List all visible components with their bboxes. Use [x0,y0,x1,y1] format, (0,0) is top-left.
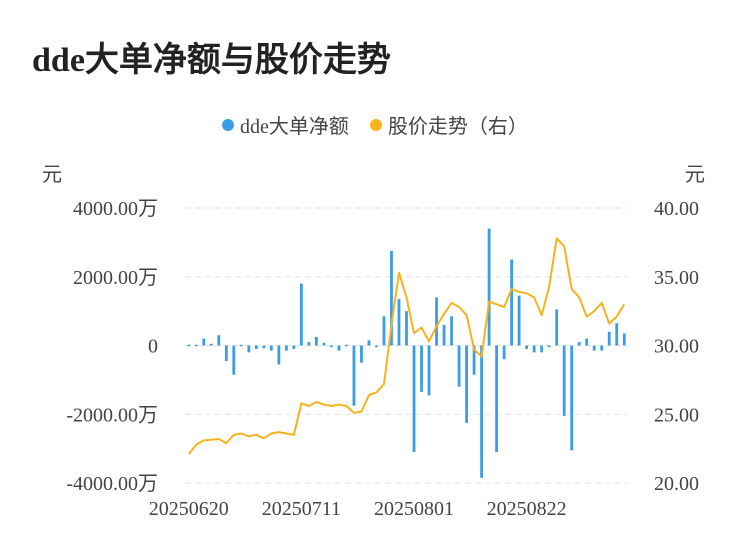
bar [577,342,581,346]
left-tick-label: 0 [148,336,158,358]
price-line [188,237,626,455]
bar [382,316,386,346]
bar [480,345,483,478]
right-tick-label: 20.00 [654,473,699,495]
left-tick-label: -4000.00万 [66,473,158,495]
bar [375,345,378,348]
bar [292,345,296,349]
bar [592,345,596,351]
bar [465,345,468,423]
bar [284,345,288,351]
bar [209,343,213,346]
bar [502,345,506,360]
bar [239,344,243,347]
bar [547,345,551,348]
bar [232,345,236,375]
left-tick-label: 4000.00万 [73,198,158,220]
bar [307,342,311,346]
x-tick-label: 20250711 [262,498,341,520]
bar [314,336,318,346]
right-axis-unit: 元 [685,164,705,186]
bar [607,331,611,346]
bar [420,345,423,392]
bar [450,316,453,346]
right-tick-label: 30.00 [654,336,699,358]
bar [194,344,198,347]
legend-label-price: 股价走势（右） [387,116,528,138]
bar [532,345,536,353]
legend: dde大单净额 股价走势（右） [0,110,750,139]
bar [202,338,206,346]
bar [277,345,281,365]
legend-item-dde[interactable]: dde大单净额 [222,110,349,139]
bar [254,345,258,349]
bar [562,345,566,416]
bar [262,345,266,349]
x-tick-label: 20250801 [374,498,454,520]
bar [322,342,326,346]
x-tick-label: 20250620 [149,498,229,520]
bar [247,345,251,353]
bar [224,345,228,361]
bar [495,345,499,453]
bar [405,311,408,346]
bar [472,345,476,375]
bar [412,345,416,453]
bar [390,250,393,346]
bar [397,299,401,346]
bar [622,333,626,346]
bar [435,297,438,346]
left-tick-label: -2000.00万 [66,404,158,426]
bar [367,340,371,346]
bar [299,283,303,346]
bar [427,345,431,396]
chart-title: dde大单净额与股价走势 [32,42,391,79]
bar [615,323,619,346]
bar [525,345,529,349]
bar [337,345,341,351]
bar [510,259,514,346]
bar [330,345,333,348]
bar [269,345,273,351]
bar [517,295,521,346]
legend-marker-price [369,118,382,131]
left-axis-unit: 元 [42,164,62,186]
bar [600,345,604,351]
bar [540,345,544,353]
bar [555,309,559,346]
bar [457,345,461,387]
bar [352,345,356,406]
bar [585,338,589,346]
left-tick-label: 2000.00万 [73,267,158,289]
bar [442,324,446,346]
bar [187,344,191,347]
x-tick-label: 20250822 [487,498,567,520]
bar [487,228,491,346]
bar [345,344,348,347]
legend-item-price[interactable]: 股价走势（右） [369,110,528,139]
right-tick-label: 25.00 [654,404,699,426]
bar [217,335,221,346]
bar [570,345,574,451]
right-tick-label: 35.00 [654,267,699,289]
legend-label-dde: dde大单净额 [240,116,349,138]
right-tick-label: 40.00 [654,198,699,220]
legend-marker-dde [222,118,235,131]
bar [360,345,363,363]
